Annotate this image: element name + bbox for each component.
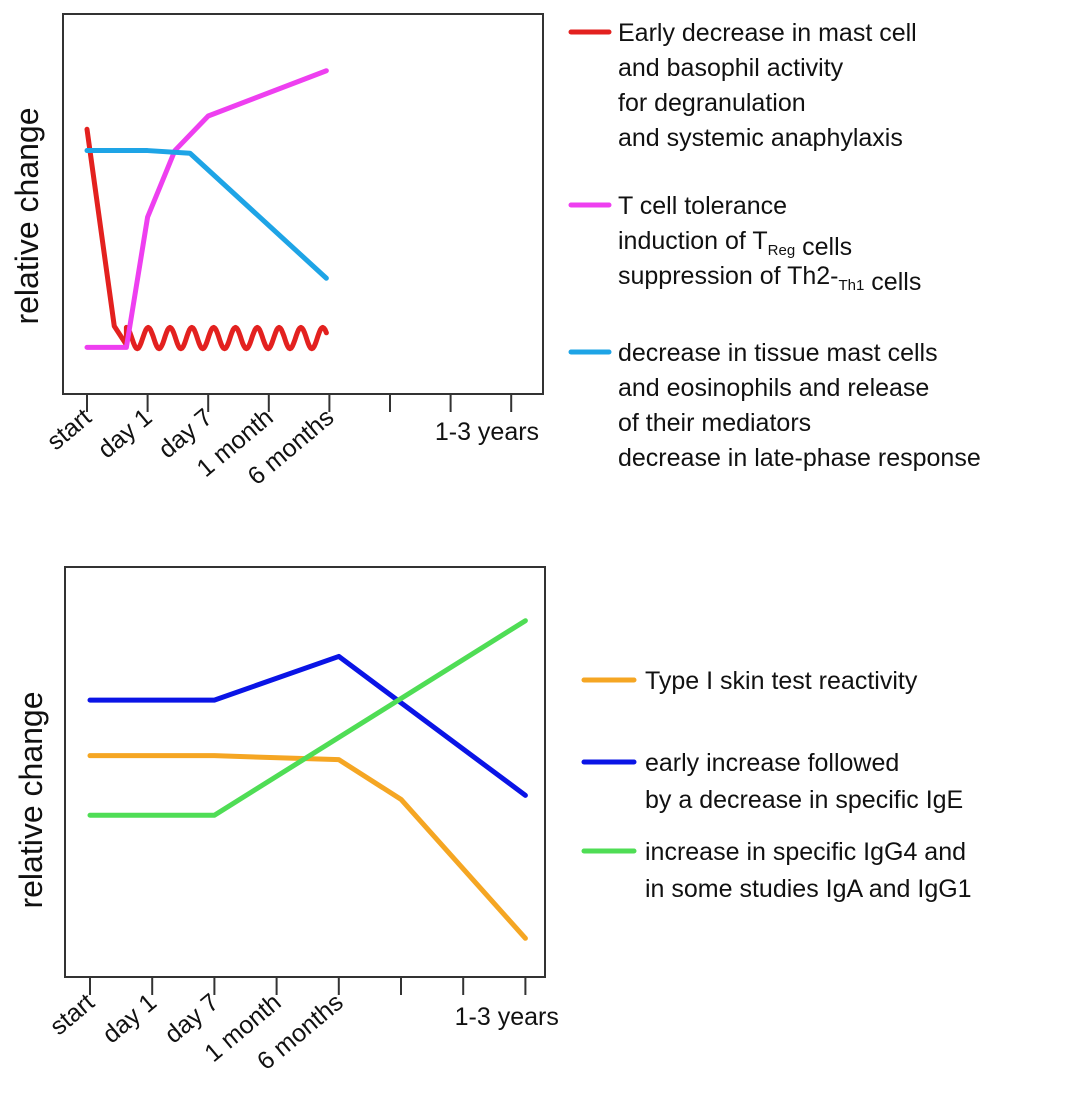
x-tick-label: start (42, 403, 97, 456)
legend-text: Type I skin test reactivity (645, 667, 918, 695)
legend-text: by a decrease in specific IgE (645, 786, 963, 814)
plot-frame (62, 13, 544, 395)
legend-text: and systemic anaphylaxis (618, 124, 903, 152)
legend-text: suppression of Th2-Th1 cells (618, 262, 921, 296)
legend-text: decrease in late-phase response (618, 444, 981, 472)
series-lines (84, 68, 329, 352)
series-line (87, 653, 528, 798)
legend-text: for degranulation (618, 89, 806, 117)
plot-frame (64, 566, 546, 978)
x-tick-label: 1-3 years (455, 1003, 559, 1031)
series-line (87, 753, 528, 941)
series-line (84, 126, 329, 352)
legend-text: and eosinophils and release (618, 374, 929, 402)
legend: Type I skin test reactivity early increas… (581, 667, 972, 903)
y-axis-title: relative change (13, 691, 49, 908)
legend-text: in some studies IgA and IgG1 (645, 875, 972, 903)
legend: Early decrease in mast cell and basophil … (568, 19, 981, 472)
legend-text: Early decrease in mast cell (618, 19, 917, 47)
y-axis-title: relative change (9, 107, 45, 324)
series-line (84, 148, 329, 281)
legend-text: induction of TReg cells (618, 227, 852, 261)
series-lines (87, 618, 528, 941)
legend-text: of their mediators (618, 409, 811, 437)
x-tick-label: day 1 (97, 988, 162, 1049)
x-tick-label: day 1 (93, 403, 158, 464)
series-line (87, 618, 528, 818)
legend-text: and basophil activity (618, 54, 844, 82)
legend-text: early increase followed (645, 749, 899, 777)
legend-text: increase in specific IgG4 and (645, 838, 966, 866)
legend-text: decrease in tissue mast cells (618, 339, 938, 367)
x-tick-label: 1-3 years (435, 418, 539, 446)
x-tick-label: start (45, 988, 100, 1041)
legend-text: T cell tolerance (618, 192, 787, 220)
series-line (84, 68, 329, 350)
